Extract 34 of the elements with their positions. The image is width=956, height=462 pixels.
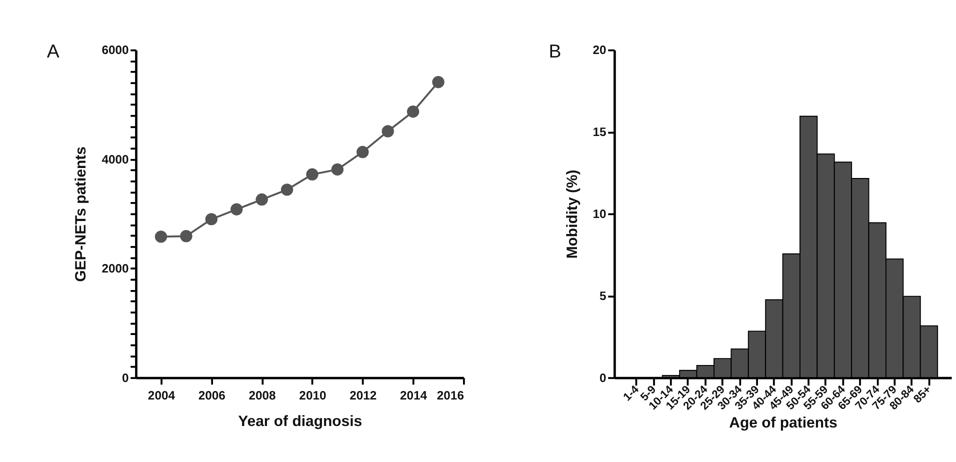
point (406, 106, 420, 118)
point (432, 76, 444, 88)
point (382, 125, 394, 138)
point (280, 184, 294, 196)
point (154, 230, 168, 243)
x-axis-title: Age of patients (729, 414, 838, 432)
y-tick-label: 10 (592, 206, 607, 221)
text: B (548, 40, 562, 62)
point (306, 168, 318, 180)
x-tick-label: 2010 (299, 388, 326, 403)
point (180, 230, 192, 242)
y-tick-label: 0 (600, 370, 607, 385)
point (256, 193, 268, 206)
point (205, 213, 218, 226)
x-tick-label: 2004 (148, 388, 176, 403)
x-tick-label: 2008 (248, 388, 276, 403)
y-tick-label: 5 (600, 288, 607, 303)
x-tick-label: 2016 (436, 388, 464, 403)
x-tick-label: 2012 (350, 388, 377, 403)
y-tick-label: 4000 (102, 152, 129, 166)
text: A (46, 40, 60, 62)
y-tick-label: 6000 (102, 43, 129, 58)
y-axis-title: Mobidity (%) (564, 170, 581, 259)
y-tick-label: 2000 (102, 262, 129, 276)
x-axis-title: Year of diagnosis (238, 412, 362, 430)
y-tick-label: 20 (592, 43, 607, 58)
point (230, 203, 243, 216)
x-tick-label: 2014 (400, 388, 428, 403)
point (331, 163, 344, 176)
x-tick-label: 2006 (198, 388, 226, 403)
y-axis-title: GEP-NETs patients (72, 146, 90, 282)
y-tick-label: 15 (592, 125, 607, 140)
y-tick-label: 0 (122, 370, 129, 385)
point (356, 146, 369, 158)
